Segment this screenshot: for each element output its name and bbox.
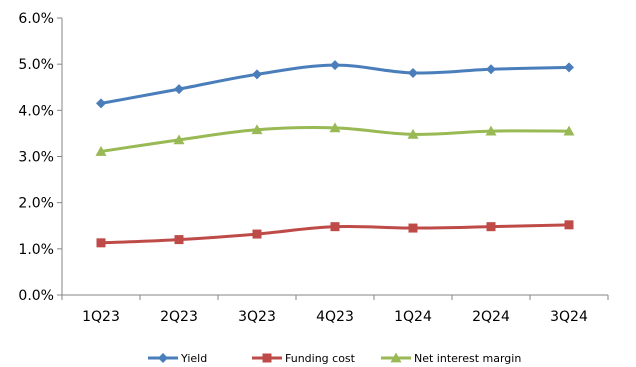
series-funding-cost: [96, 220, 574, 248]
legend-marker: [158, 353, 168, 363]
y-tick-label: 6.0%: [18, 11, 54, 27]
data-point-net-interest-margin: [407, 128, 419, 139]
data-point-net-interest-margin: [485, 125, 497, 136]
y-tick-label: 4.0%: [18, 103, 54, 119]
data-point-yield: [96, 98, 106, 109]
x-axis-ticks: 1Q23 2Q23 3Q23 4Q23 1Q24 2Q24 3Q24: [61, 295, 609, 325]
series-layer: [95, 60, 575, 248]
data-point-funding-cost: [96, 238, 106, 248]
data-point-yield: [174, 84, 184, 95]
y-tick-label: 0.0%: [18, 288, 54, 304]
data-point-net-interest-margin: [251, 124, 263, 135]
legend-label: Yield: [180, 352, 207, 365]
data-point-funding-cost: [174, 235, 184, 245]
data-point-net-interest-margin: [329, 122, 341, 133]
legend-marker: [390, 352, 402, 363]
data-point-funding-cost: [564, 220, 574, 230]
legend-item-funding-cost: Funding cost: [252, 352, 356, 365]
x-tick-label: 2Q24: [472, 309, 510, 325]
data-point-net-interest-margin: [95, 145, 107, 156]
y-tick-label: 2.0%: [18, 196, 54, 212]
data-point-funding-cost: [486, 222, 496, 232]
data-point-yield: [408, 67, 418, 78]
data-point-yield: [330, 60, 340, 71]
data-point-yield: [252, 69, 262, 80]
y-axis-ticks: 0.0% 1.0% 2.0% 3.0% 4.0% 5.0% 6.0%: [18, 11, 62, 304]
data-point-funding-cost: [408, 223, 418, 233]
y-tick-label: 1.0%: [18, 242, 54, 258]
legend-item-net-interest-margin: Net interest margin: [381, 352, 521, 365]
data-point-funding-cost: [330, 222, 340, 232]
legend-label: Net interest margin: [414, 352, 521, 365]
legend: Yield Funding cost Net interest margin: [148, 352, 521, 365]
x-tick-label: 1Q24: [394, 309, 432, 325]
data-point-funding-cost: [252, 229, 262, 239]
legend-marker: [262, 353, 272, 363]
y-tick-label: 3.0%: [18, 150, 54, 166]
legend-item-yield: Yield: [148, 352, 207, 365]
y-tick-label: 5.0%: [18, 57, 54, 73]
series-line-yield: [100, 63, 570, 105]
x-tick-label: 4Q23: [316, 309, 354, 325]
x-tick-label: 1Q23: [82, 309, 120, 325]
data-point-yield: [486, 64, 496, 75]
series-yield: [96, 60, 574, 109]
series-net-interest-margin: [95, 122, 575, 156]
legend-label: Funding cost: [285, 352, 356, 365]
x-tick-label: 3Q24: [550, 309, 588, 325]
data-point-net-interest-margin: [173, 134, 185, 145]
x-tick-label: 2Q23: [160, 309, 198, 325]
x-tick-label: 3Q23: [238, 309, 276, 325]
data-point-yield: [564, 62, 574, 73]
data-point-net-interest-margin: [563, 125, 575, 136]
